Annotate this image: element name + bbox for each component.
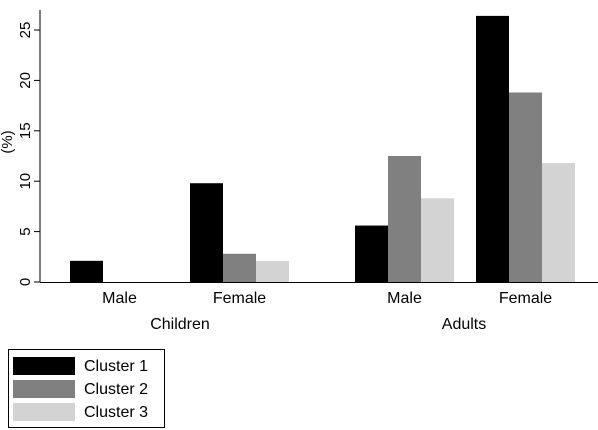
y-axis-label: (%) (0, 130, 16, 153)
category-label: Male (102, 290, 137, 307)
bar-cluster-2 (223, 253, 256, 282)
y-tick-label: 15 (17, 122, 34, 139)
bar-cluster-1 (476, 15, 509, 282)
legend-swatch (13, 403, 75, 421)
bar-cluster-3 (421, 198, 454, 282)
bar-cluster-3 (542, 163, 575, 282)
bar-cluster-1 (355, 225, 388, 282)
category-label: Female (213, 290, 266, 307)
y-tick-label: 5 (17, 227, 34, 235)
legend-swatch (13, 357, 75, 375)
group-label: Adults (442, 316, 486, 333)
bar-cluster-2 (509, 92, 542, 282)
bar-cluster-2 (388, 156, 421, 282)
bar-cluster-1 (190, 183, 223, 282)
category-label: Male (387, 290, 422, 307)
legend-swatch (13, 380, 75, 398)
y-tick-label: 20 (17, 72, 34, 89)
bar-cluster-1 (70, 260, 103, 282)
group-label: Children (150, 316, 210, 333)
legend-label: Cluster 1 (84, 358, 148, 375)
legend-label: Cluster 3 (84, 404, 148, 421)
bars (70, 15, 575, 282)
y-tick-label: 10 (17, 173, 34, 190)
legend: Cluster 1 Cluster 2 Cluster 3 (8, 349, 165, 428)
category-label: Female (499, 290, 552, 307)
y-tick-label: 0 (17, 278, 34, 286)
axes: 0 5 10 15 20 25 (%) (0, 9, 598, 286)
legend-label: Cluster 2 (84, 381, 148, 398)
bar-cluster-3 (256, 260, 289, 282)
y-tick-label: 25 (17, 22, 34, 39)
